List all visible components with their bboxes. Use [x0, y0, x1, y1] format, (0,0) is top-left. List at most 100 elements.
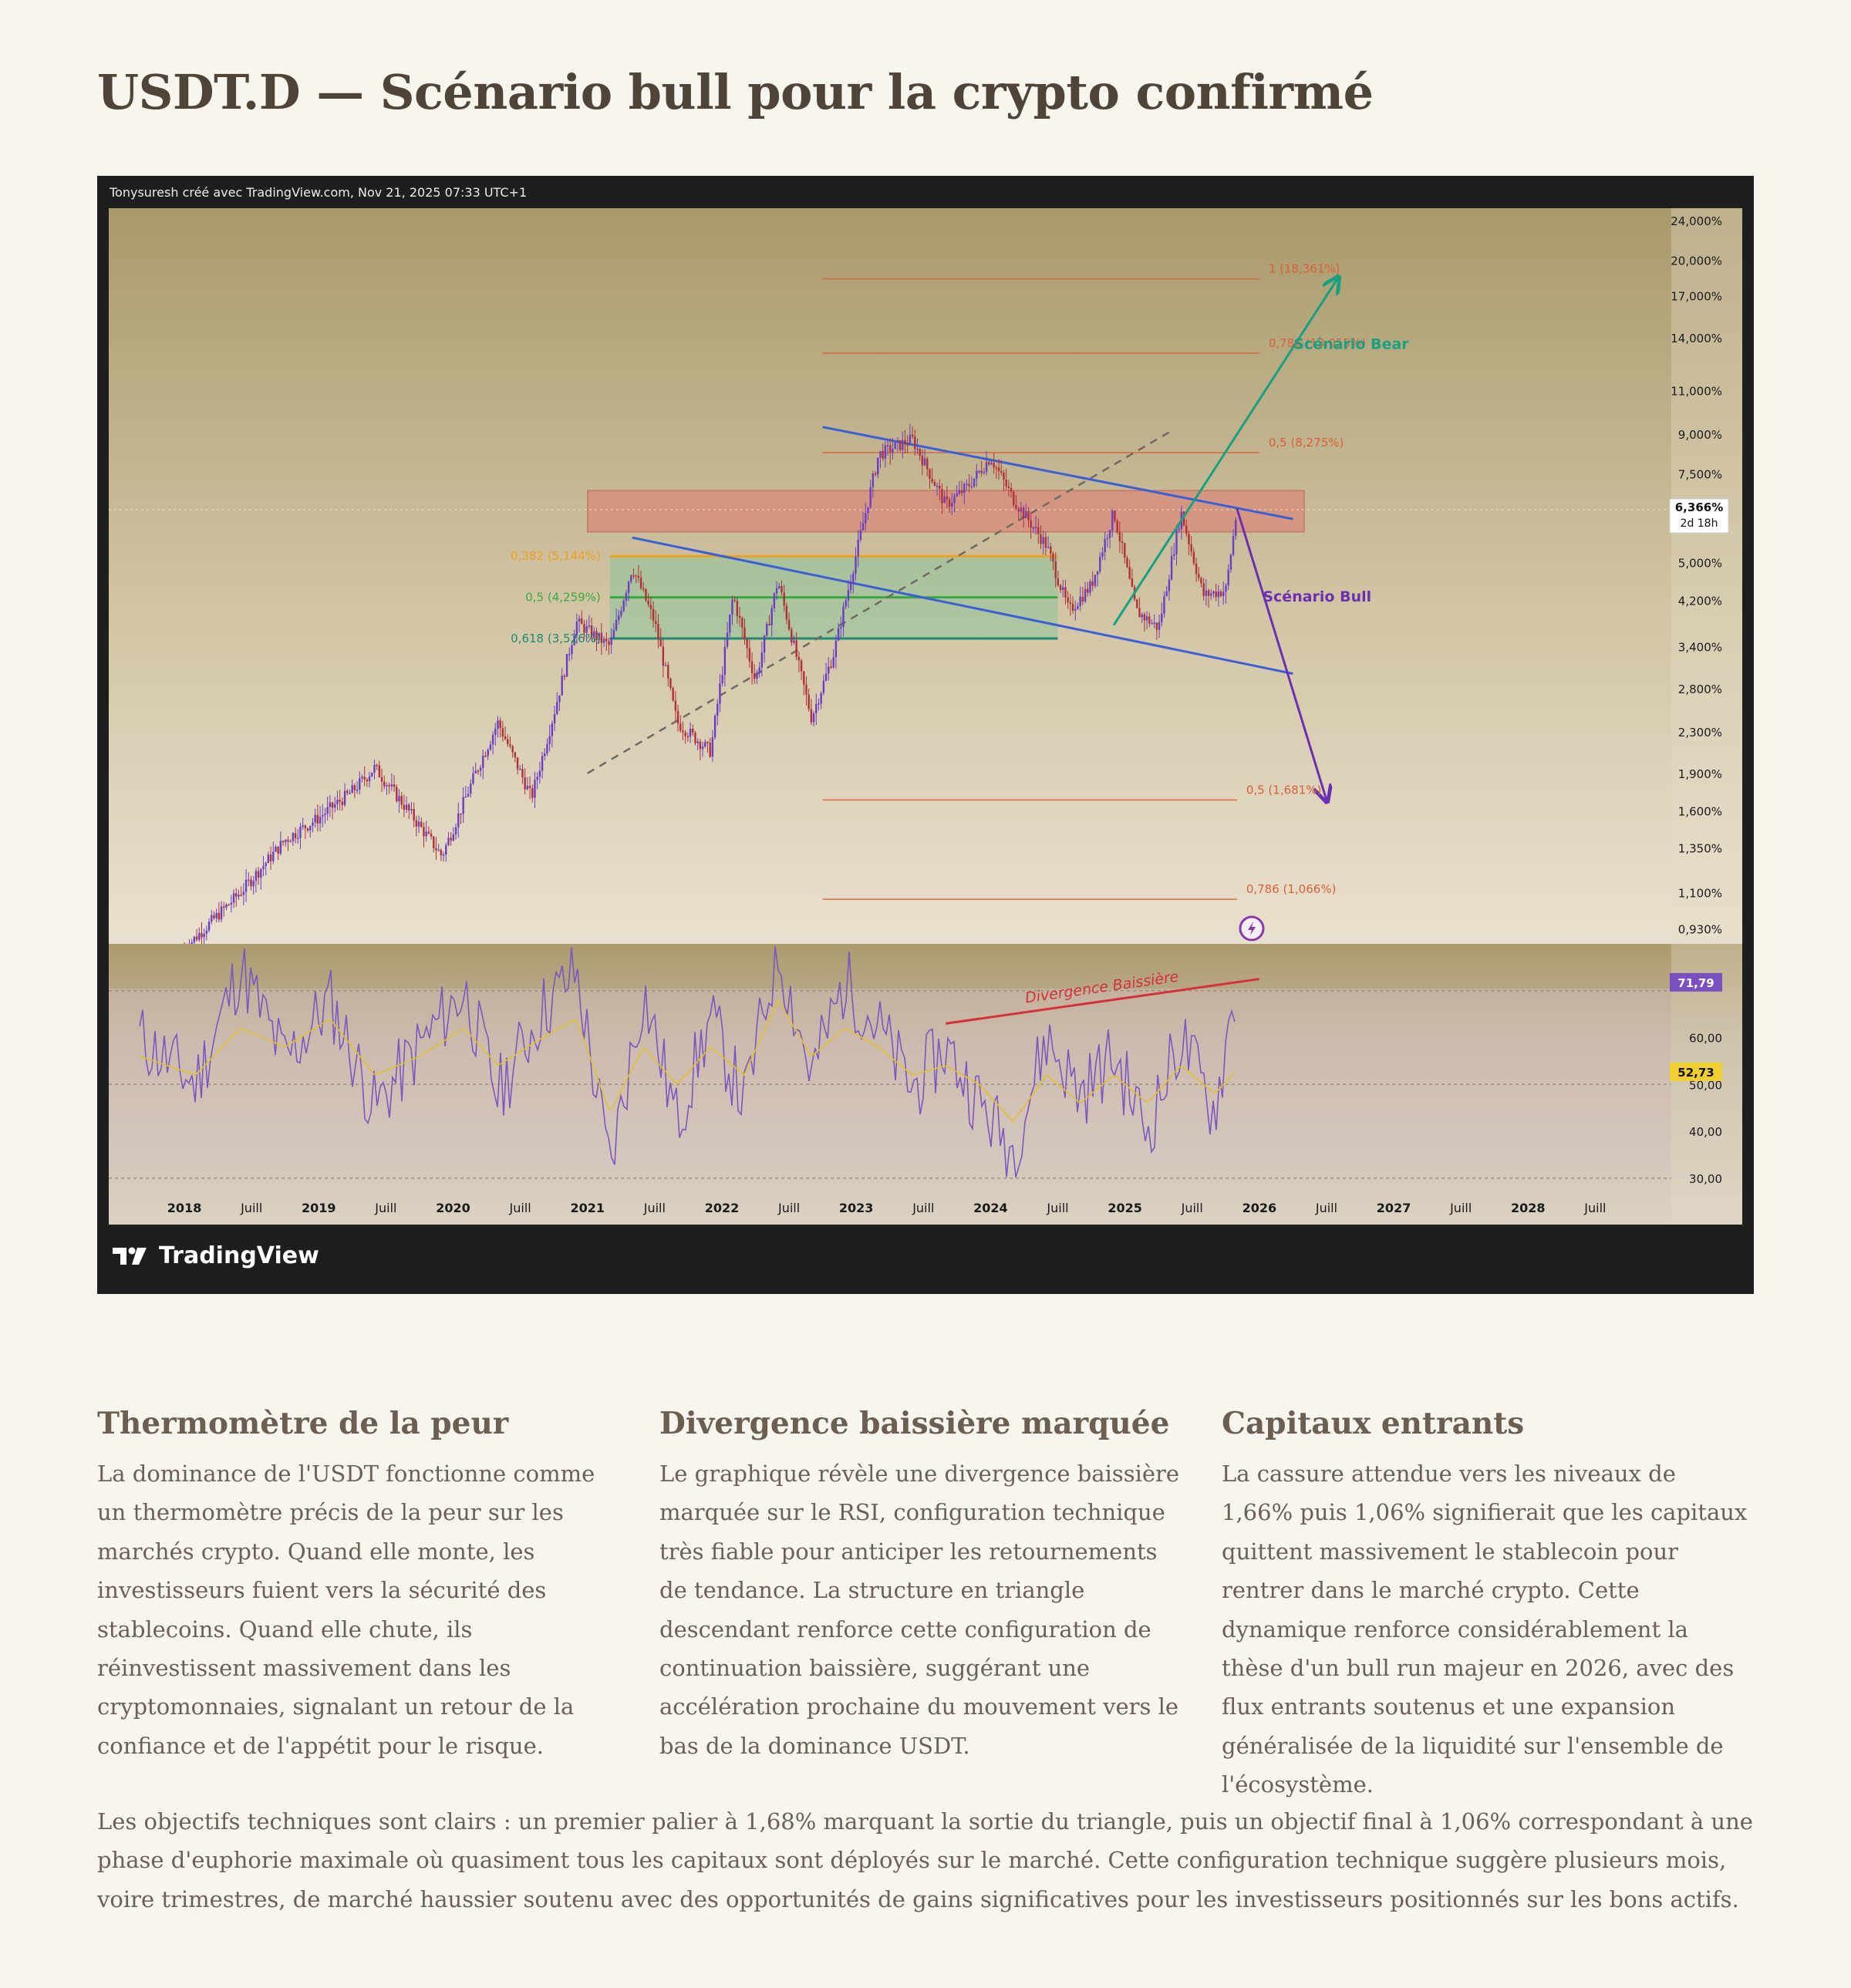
price-candle	[403, 804, 406, 810]
tradingview-logo[interactable]: TradingView	[111, 1240, 319, 1271]
price-candle	[269, 854, 272, 861]
price-candle	[262, 866, 265, 870]
price-candle	[201, 932, 203, 938]
price-candle	[1198, 574, 1200, 578]
price-candle	[1050, 546, 1052, 554]
price-candle	[1192, 551, 1195, 564]
price-candle	[834, 640, 838, 658]
price-candle	[541, 756, 544, 771]
price-candle	[571, 645, 573, 654]
price-candle	[800, 660, 803, 672]
price-candle	[306, 828, 309, 831]
price-candle	[879, 451, 882, 458]
price-candle	[195, 936, 198, 940]
price-candle	[534, 780, 536, 798]
price-candle	[420, 821, 423, 827]
price-axis-tick: 11,000%	[1671, 384, 1722, 398]
price-axis-tick: 2,800%	[1678, 682, 1722, 696]
price-candle	[1182, 511, 1185, 526]
column-peur: Thermomètre de la peur La dominance de l…	[97, 1403, 629, 1765]
price-candle	[279, 841, 282, 854]
column-title: Thermomètre de la peur	[97, 1406, 509, 1441]
price-candle	[235, 893, 238, 897]
price-candle	[565, 654, 568, 677]
price-candle	[1084, 588, 1087, 602]
price-candle	[568, 653, 571, 655]
price-candle	[1173, 554, 1175, 556]
price-candle	[1178, 528, 1180, 531]
price-candle	[721, 675, 723, 684]
price-candle	[477, 770, 480, 772]
price-candle	[415, 820, 418, 827]
price-candle	[845, 600, 847, 607]
price-candle	[1042, 537, 1044, 544]
price-candle	[1108, 530, 1111, 538]
alert-icon[interactable]	[1239, 915, 1265, 942]
price-candle	[504, 736, 507, 740]
price-candle	[931, 478, 933, 482]
time-axis-tick: Juill	[374, 1201, 396, 1215]
price-candle	[923, 458, 926, 466]
price-candle	[277, 846, 279, 854]
price-candle	[435, 847, 437, 851]
price-candle	[985, 462, 988, 473]
rsi-band	[109, 989, 1671, 1166]
price-candle	[299, 827, 302, 838]
price-candle	[760, 652, 764, 668]
price-candle	[894, 442, 896, 450]
price-candle	[546, 743, 548, 753]
price-axis-tick: 4,200%	[1678, 595, 1722, 608]
price-candle	[447, 837, 450, 845]
price-candle	[1071, 603, 1074, 611]
price-candle	[865, 513, 867, 524]
price-candle	[1047, 546, 1050, 548]
price-candle	[1037, 527, 1040, 534]
chart-plot[interactable]: Divergence Baissière 24,000%20,000%17,00…	[109, 208, 1742, 1225]
price-candle	[575, 622, 578, 636]
price-candle	[356, 790, 359, 791]
price-axis-tick: 1,100%	[1678, 886, 1722, 900]
price-candle	[205, 930, 208, 934]
price-candle	[669, 678, 672, 689]
price-candle	[652, 608, 655, 621]
price-candle	[622, 601, 625, 612]
price-candle	[1118, 532, 1121, 542]
price-candle	[598, 632, 600, 641]
price-candle	[1138, 608, 1141, 618]
price-candle	[1155, 622, 1158, 630]
price-candle	[211, 915, 213, 922]
price-candle	[914, 436, 916, 450]
price-candle	[225, 904, 228, 908]
price-candle	[706, 741, 709, 743]
price-candle	[1116, 521, 1118, 533]
price-candle	[437, 850, 440, 851]
price-candle	[252, 881, 255, 887]
price-candle	[536, 777, 538, 780]
price-candle	[642, 588, 645, 590]
price-candle	[882, 451, 884, 459]
price-candle	[775, 588, 778, 594]
price-candle	[551, 723, 554, 736]
price-candle	[951, 503, 953, 507]
price-candle	[795, 640, 797, 657]
price-candle	[343, 790, 346, 805]
price-candle	[684, 732, 686, 736]
price-candle	[242, 891, 245, 895]
price-candle	[1010, 487, 1013, 492]
price-candle	[699, 741, 702, 750]
price-candle	[958, 490, 961, 494]
price-candle	[232, 893, 235, 903]
price-candle	[423, 827, 425, 837]
price-candle	[899, 440, 902, 450]
price-candle	[1217, 591, 1220, 598]
price-candle	[309, 825, 312, 831]
price-candle	[736, 601, 739, 616]
time-axis-tick: Juill	[240, 1201, 262, 1215]
triangle-lower-trendline	[632, 536, 1293, 676]
price-candle	[400, 796, 403, 805]
support-level-label: 0,5 (4,259%)	[525, 591, 601, 605]
price-candle	[716, 703, 719, 716]
price-candle	[1175, 529, 1178, 554]
time-axis-tick: Juill	[777, 1201, 800, 1215]
price-candle	[872, 473, 875, 487]
